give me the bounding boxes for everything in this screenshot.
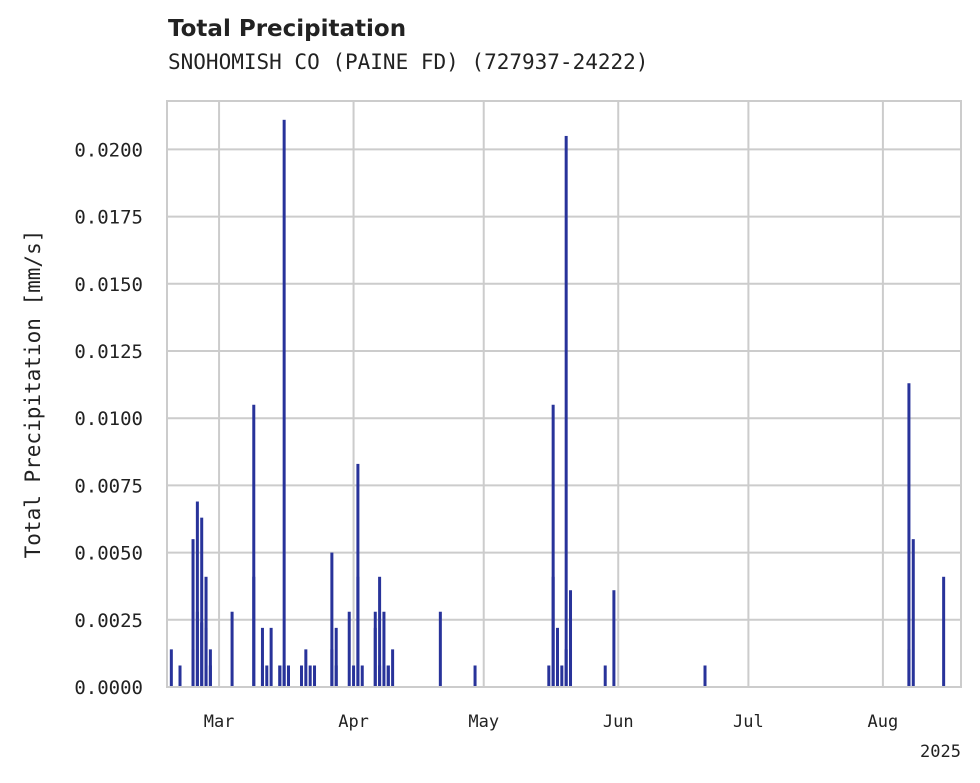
precipitation-bar — [330, 649, 334, 687]
precipitation-bar — [378, 665, 382, 687]
precipitation-bar — [195, 611, 199, 687]
precipitation-bar — [330, 552, 334, 687]
y-tick-label: 0.0150 — [74, 274, 143, 296]
y-tick-label: 0.0075 — [74, 475, 143, 497]
precipitation-bar — [382, 611, 386, 687]
precipitation-bar — [360, 665, 364, 687]
precipitation-bar — [300, 665, 304, 687]
y-tick-label: 0.0000 — [74, 677, 143, 699]
precipitation-bar — [230, 611, 234, 687]
precipitation-bar — [352, 665, 356, 687]
y-tick-label: 0.0175 — [74, 207, 143, 229]
y-tick-label: 0.0025 — [74, 610, 143, 632]
precipitation-bar — [560, 665, 564, 687]
chart-title: Total Precipitation — [168, 16, 407, 42]
precipitation-bar — [204, 627, 208, 687]
precipitation-bar — [260, 627, 264, 687]
year-label: 2025 — [920, 742, 961, 762]
precipitation-bar — [569, 590, 573, 687]
precipitation-bar — [282, 665, 286, 687]
chart-subtitle: SNOHOMISH CO (PAINE FD) (727937-24222) — [168, 50, 649, 74]
precipitation-bar — [703, 665, 707, 687]
x-tick-label: Aug — [868, 712, 899, 732]
precipitation-bar — [191, 539, 195, 687]
precipitation-bar — [391, 649, 395, 687]
x-tick-label: May — [468, 712, 499, 732]
precipitation-bar — [547, 665, 551, 687]
precipitation-bar — [304, 649, 308, 687]
precipitation-bar — [282, 119, 286, 687]
precipitation-bar — [473, 665, 477, 687]
x-tick-label: Jun — [603, 712, 634, 732]
precipitation-bar — [555, 627, 559, 687]
precipitation-bar — [208, 665, 212, 687]
precipitation-bar — [356, 463, 360, 687]
precipitation-bar — [313, 665, 317, 687]
x-tick-label: Apr — [338, 712, 369, 732]
y-tick-label: 0.0125 — [74, 341, 143, 363]
precipitation-bar — [195, 501, 199, 687]
y-tick-label: 0.0050 — [74, 543, 143, 565]
precipitation-bar — [564, 649, 568, 687]
precipitation-bar — [269, 627, 273, 687]
precipitation-bar — [200, 622, 204, 687]
precipitation-bar — [911, 539, 915, 687]
precipitation-bar — [438, 611, 442, 687]
precipitation-bar — [603, 665, 607, 687]
precipitation-bar — [265, 665, 269, 687]
x-tick-labels: Mar Apr May Jun Jul Aug — [204, 712, 899, 732]
precipitation-bar — [356, 576, 360, 687]
precipitation-bar — [334, 627, 338, 687]
precipitation-bar — [200, 517, 204, 687]
precipitation-bar — [907, 383, 911, 687]
y-tick-label: 0.0200 — [74, 139, 143, 161]
precipitation-bar — [373, 627, 377, 687]
precipitation-bar — [347, 611, 351, 687]
y-tick-label: 0.0100 — [74, 408, 143, 430]
plot-frame — [166, 100, 962, 688]
precipitation-bar — [378, 576, 382, 687]
precipitation-bar — [169, 649, 173, 687]
precipitation-bar — [569, 649, 573, 687]
precipitation-bar — [178, 665, 182, 687]
grid-lines — [167, 101, 961, 688]
precipitation-bar — [551, 404, 555, 687]
precipitation-bar — [612, 590, 616, 687]
precipitation-bars — [169, 119, 946, 688]
precipitation-bar — [564, 135, 568, 688]
precipitation-bar — [252, 404, 256, 687]
precipitation-bar — [308, 665, 312, 687]
precipitation-bar — [386, 665, 390, 687]
x-tick-label: Mar — [204, 712, 235, 732]
y-tick-labels: 0.0000 0.0025 0.0050 0.0075 0.0100 0.0125 0.01… — [74, 139, 143, 699]
precipitation-bar — [286, 665, 290, 687]
y-axis-label: Total Precipitation [mm/s] — [21, 230, 45, 559]
x-tick-label: Jul — [733, 712, 764, 732]
precipitation-bar — [252, 576, 256, 687]
precipitation-bar — [942, 576, 946, 687]
precipitation-bar — [278, 665, 282, 687]
